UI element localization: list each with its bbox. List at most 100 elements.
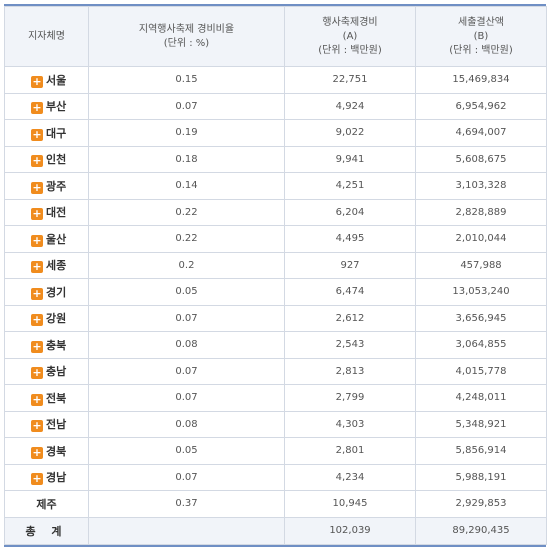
region-name: 울산: [46, 232, 67, 246]
table-body: + 서울 0.15 22,751 15,469,834 + 부산 0.07 4,924 6,954…: [4, 66, 547, 545]
table-row: + 부산 0.07 4,924 6,954,962: [4, 92, 547, 120]
ratio-cell: 0.07: [88, 384, 285, 412]
region-cell[interactable]: + 강원: [4, 304, 89, 332]
settlement-cell: 457,988: [415, 251, 547, 279]
plus-icon[interactable]: +: [31, 286, 43, 300]
plus-icon[interactable]: +: [31, 313, 43, 327]
ratio-cell: 0.08: [88, 410, 285, 438]
plus-icon[interactable]: +: [31, 180, 43, 194]
plus-icon[interactable]: +: [31, 233, 43, 247]
expense-cell: 22,751: [284, 66, 416, 94]
region-name: 부산: [46, 100, 67, 114]
header-settlement: 세출결산액 (B) (단위 : 백만원): [415, 6, 547, 67]
region-cell[interactable]: + 인천: [4, 145, 89, 173]
region-cell[interactable]: + 광주: [4, 172, 89, 200]
region-cell[interactable]: + 서울: [4, 66, 89, 94]
plus-icon[interactable]: +: [31, 392, 43, 406]
header-expense-title: 행사축제경비: [322, 16, 378, 28]
plus-icon[interactable]: +: [31, 366, 43, 380]
plus-icon[interactable]: +: [31, 101, 43, 115]
plus-icon[interactable]: +: [31, 207, 43, 221]
table-row: + 서울 0.15 22,751 15,469,834: [4, 66, 547, 94]
settlement-cell: 5,856,914: [415, 437, 547, 465]
plus-icon[interactable]: +: [31, 445, 43, 459]
plus-icon[interactable]: +: [31, 74, 43, 88]
expense-cell: 4,234: [284, 463, 416, 491]
header-region: 지자체명: [4, 6, 89, 67]
plus-icon[interactable]: +: [31, 339, 43, 353]
ratio-cell: 0.37: [88, 490, 285, 518]
expense-cell: 6,474: [284, 278, 416, 306]
region-cell[interactable]: + 경남: [4, 463, 89, 491]
table-row: + 울산 0.22 4,495 2,010,044: [4, 225, 547, 253]
plus-icon[interactable]: +: [31, 127, 43, 141]
settlement-cell: 6,954,962: [415, 92, 547, 120]
region-cell[interactable]: + 대구: [4, 119, 89, 147]
region-cell[interactable]: + 세종: [4, 251, 89, 279]
settlement-cell: 2,828,889: [415, 198, 547, 226]
plus-icon[interactable]: +: [31, 154, 43, 168]
region-cell[interactable]: + 대전: [4, 198, 89, 226]
region-cell[interactable]: + 충남: [4, 357, 89, 385]
settlement-cell: 4,015,778: [415, 357, 547, 385]
total-ratio: [88, 516, 285, 545]
table-row: + 세종 0.2 927 457,988: [4, 251, 547, 279]
settlement-cell: 3,064,855: [415, 331, 547, 359]
region-name: 경북: [46, 444, 67, 458]
region-cell[interactable]: + 경기: [4, 278, 89, 306]
settlement-cell: 2,010,044: [415, 225, 547, 253]
plus-icon[interactable]: +: [31, 260, 43, 274]
region-name: 충남: [46, 365, 67, 379]
region-cell[interactable]: + 부산: [4, 92, 89, 120]
settlement-cell: 3,656,945: [415, 304, 547, 332]
table-row: + 경기 0.05 6,474 13,053,240: [4, 278, 547, 306]
expense-cell: 4,495: [284, 225, 416, 253]
ratio-cell: 0.07: [88, 304, 285, 332]
table-top-border: [4, 4, 546, 6]
expense-cell: 2,813: [284, 357, 416, 385]
region-name: 광주: [46, 179, 67, 193]
ratio-cell: 0.18: [88, 145, 285, 173]
expense-cell: 6,204: [284, 198, 416, 226]
header-ratio: 지역행사축제 경비비율 (단위 : %): [88, 6, 285, 67]
settlement-cell: 5,988,191: [415, 463, 547, 491]
ratio-cell: 0.07: [88, 92, 285, 120]
table-bottom-border: [4, 544, 546, 547]
settlement-cell: 13,053,240: [415, 278, 547, 306]
region-cell[interactable]: + 전남: [4, 410, 89, 438]
total-row: 총 계 102,039 89,290,435: [4, 516, 547, 545]
region-cell[interactable]: + 충북: [4, 331, 89, 359]
header-ratio-unit: (단위 : %): [163, 37, 210, 49]
ratio-cell: 0.05: [88, 278, 285, 306]
region-name: 경기: [46, 285, 67, 299]
region-name: 서울: [46, 73, 67, 87]
region-name: 인천: [46, 153, 67, 167]
plus-icon[interactable]: +: [31, 419, 43, 433]
ratio-cell: 0.05: [88, 437, 285, 465]
region-name: 세종: [46, 259, 67, 273]
region-cell[interactable]: + 전북: [4, 384, 89, 412]
header-row: 지자체명 지역행사축제 경비비율 (단위 : %) 행사축제경비 (A) (단위…: [4, 6, 547, 67]
region-cell[interactable]: + 울산: [4, 225, 89, 253]
region-name: 전북: [46, 391, 67, 405]
settlement-cell: 3,103,328: [415, 172, 547, 200]
expense-cell: 9,022: [284, 119, 416, 147]
settlement-cell: 2,929,853: [415, 490, 547, 518]
table-row: + 대전 0.22 6,204 2,828,889: [4, 198, 547, 226]
table-row: + 강원 0.07 2,612 3,656,945: [4, 304, 547, 332]
header-settlement-unit: (단위 : 백만원): [449, 44, 513, 56]
table-row: + 경북 0.05 2,801 5,856,914: [4, 437, 547, 465]
expense-cell: 2,543: [284, 331, 416, 359]
settlement-cell: 15,469,834: [415, 66, 547, 94]
table-row: 제주 0.37 10,945 2,929,853: [4, 490, 547, 518]
region-name: 충북: [46, 338, 67, 352]
plus-icon[interactable]: +: [31, 472, 43, 486]
expense-cell: 4,251: [284, 172, 416, 200]
data-table-container: 지자체명 지역행사축제 경비비율 (단위 : %) 행사축제경비 (A) (단위…: [4, 4, 547, 547]
region-name: 대구: [46, 126, 67, 140]
ratio-cell: 0.2: [88, 251, 285, 279]
table-row: + 대구 0.19 9,022 4,694,007: [4, 119, 547, 147]
region-cell[interactable]: + 경북: [4, 437, 89, 465]
region-cell: 제주: [4, 490, 89, 518]
total-label: 총 계: [4, 516, 89, 545]
